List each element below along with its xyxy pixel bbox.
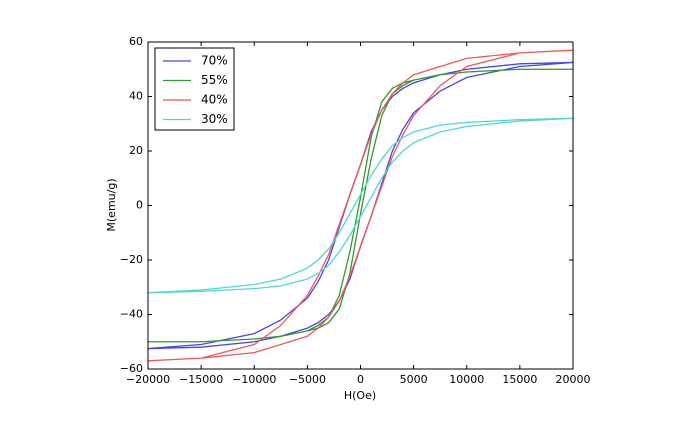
y-tick-label: 0	[136, 199, 143, 212]
x-tick-label: 15000	[502, 373, 537, 386]
x-tick-label: 5000	[400, 373, 428, 386]
legend-label: 70%	[201, 54, 228, 68]
x-tick-label: 10000	[449, 373, 484, 386]
y-axis-label: M(emu/g)	[105, 178, 118, 231]
x-tick-label: −5000	[289, 373, 326, 386]
y-tick-label: −60	[120, 362, 143, 375]
x-tick-label: 0	[357, 373, 364, 386]
x-tick-label: −15000	[179, 373, 223, 386]
x-tick-label: 20000	[556, 373, 591, 386]
y-tick-label: 20	[129, 144, 143, 157]
x-tick-label: −10000	[232, 373, 276, 386]
y-tick-label: −40	[120, 308, 143, 321]
legend-label: 30%	[201, 112, 228, 126]
y-tick-label: 40	[129, 90, 143, 103]
y-tick-label: 60	[129, 35, 143, 48]
series-line	[147, 117, 574, 294]
legend-label: 55%	[201, 73, 228, 87]
y-tick-label: −20	[120, 253, 143, 266]
x-axis-label: H(Oe)	[344, 389, 376, 402]
legend-box	[154, 47, 235, 131]
legend-label: 40%	[201, 93, 228, 107]
x-tick-label: −20000	[126, 373, 170, 386]
